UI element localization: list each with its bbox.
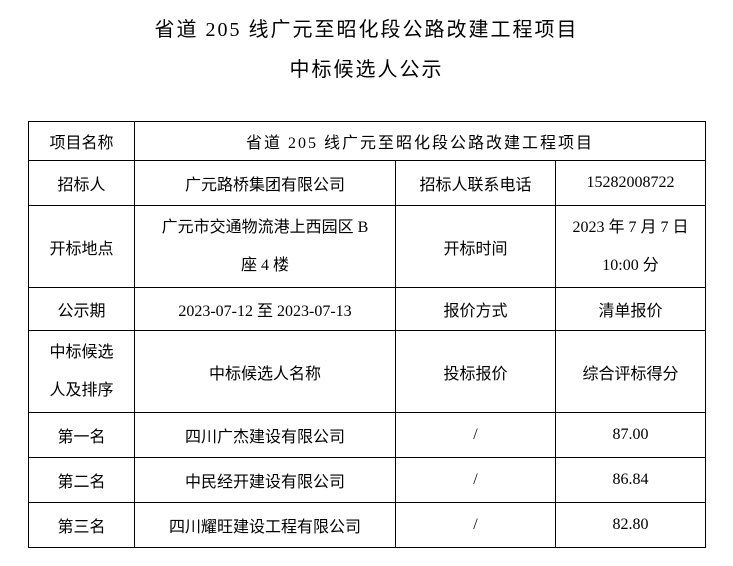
project-name-value: 省道 205 线广元至昭化段公路改建工程项目 bbox=[133, 121, 707, 161]
candidate-row-1: 第一名 四川广杰建设有限公司 / 87.00 bbox=[28, 412, 707, 458]
quotation-method-label: 报价方式 bbox=[395, 287, 556, 331]
tenderer-phone-label: 招标人联系电话 bbox=[395, 160, 556, 206]
candidate-3-name: 四川耀旺建设工程有限公司 bbox=[134, 502, 396, 548]
candidates-name-header: 中标候选人名称 bbox=[134, 330, 396, 413]
candidate-1-bid-price: / bbox=[395, 412, 556, 458]
candidate-3-rank: 第三名 bbox=[28, 502, 135, 548]
row-candidates-header: 中标候选 人及排序 中标候选人名称 投标报价 综合评标得分 bbox=[28, 330, 707, 413]
bid-notice-page: 省道 205 线广元至昭化段公路改建工程项目 中标候选人公示 项目名称 省道 2… bbox=[0, 10, 733, 548]
bid-opening-time-value: 2023 年 7 月 7 日 10:00 分 bbox=[554, 205, 707, 288]
candidate-2-name: 中民经开建设有限公司 bbox=[134, 457, 396, 503]
candidate-3-score: 82.80 bbox=[554, 502, 707, 548]
tenderer-value: 广元路桥集团有限公司 bbox=[134, 160, 396, 206]
bid-opening-place-line2: 座 4 楼 bbox=[240, 256, 289, 274]
row-project-name: 项目名称 省道 205 线广元至昭化段公路改建工程项目 bbox=[28, 121, 707, 161]
tenderer-label: 招标人 bbox=[28, 160, 135, 206]
candidate-1-rank: 第一名 bbox=[28, 412, 135, 458]
bid-opening-place-value: 广元市交通物流港上西园区 B 座 4 楼 bbox=[134, 205, 396, 288]
doc-title-line1: 省道 205 线广元至昭化段公路改建工程项目 bbox=[154, 19, 579, 41]
candidates-rank-header: 中标候选 人及排序 bbox=[28, 330, 135, 413]
row-publicity: 公示期 2023-07-12 至 2023-07-13 报价方式 清单报价 bbox=[28, 287, 707, 331]
row-bid-opening: 开标地点 广元市交通物流港上西园区 B 座 4 楼 开标时间 2023 年 7 … bbox=[28, 205, 707, 288]
quotation-method-value: 清单报价 bbox=[554, 287, 707, 331]
row-tenderer: 招标人 广元路桥集团有限公司 招标人联系电话 15282008722 bbox=[28, 160, 707, 206]
bid-opening-time-line2: 10:00 分 bbox=[602, 256, 659, 274]
tenderer-phone-value: 15282008722 bbox=[554, 160, 707, 206]
candidate-2-bid-price: / bbox=[395, 457, 556, 503]
candidates-bid-price-header: 投标报价 bbox=[395, 330, 556, 413]
candidate-2-rank: 第二名 bbox=[28, 457, 135, 503]
candidate-3-bid-price: / bbox=[395, 502, 556, 548]
bid-notice-table: 项目名称 省道 205 线广元至昭化段公路改建工程项目 招标人 广元路桥集团有限… bbox=[28, 121, 707, 548]
candidate-row-3: 第三名 四川耀旺建设工程有限公司 / 82.80 bbox=[28, 502, 707, 548]
candidates-score-header: 综合评标得分 bbox=[554, 330, 707, 413]
candidates-rank-header-line2: 人及排序 bbox=[49, 381, 114, 399]
candidate-1-score: 87.00 bbox=[554, 412, 707, 458]
doc-title-line2: 中标候选人公示 bbox=[289, 59, 444, 81]
publicity-period-label: 公示期 bbox=[28, 287, 135, 331]
bid-opening-place-line1: 广元市交通物流港上西园区 B bbox=[161, 218, 369, 236]
doc-title: 省道 205 线广元至昭化段公路改建工程项目 中标候选人公示 bbox=[0, 10, 733, 90]
candidates-rank-header-line1: 中标候选 bbox=[49, 343, 114, 361]
publicity-period-value: 2023-07-12 至 2023-07-13 bbox=[134, 287, 396, 331]
bid-opening-time-label: 开标时间 bbox=[395, 205, 556, 288]
candidate-row-2: 第二名 中民经开建设有限公司 / 86.84 bbox=[28, 457, 707, 503]
candidate-2-score: 86.84 bbox=[554, 457, 707, 503]
bid-opening-time-line1: 2023 年 7 月 7 日 bbox=[572, 218, 689, 236]
bid-opening-place-label: 开标地点 bbox=[28, 205, 135, 288]
candidate-1-name: 四川广杰建设有限公司 bbox=[134, 412, 396, 458]
project-name-label: 项目名称 bbox=[28, 121, 135, 161]
